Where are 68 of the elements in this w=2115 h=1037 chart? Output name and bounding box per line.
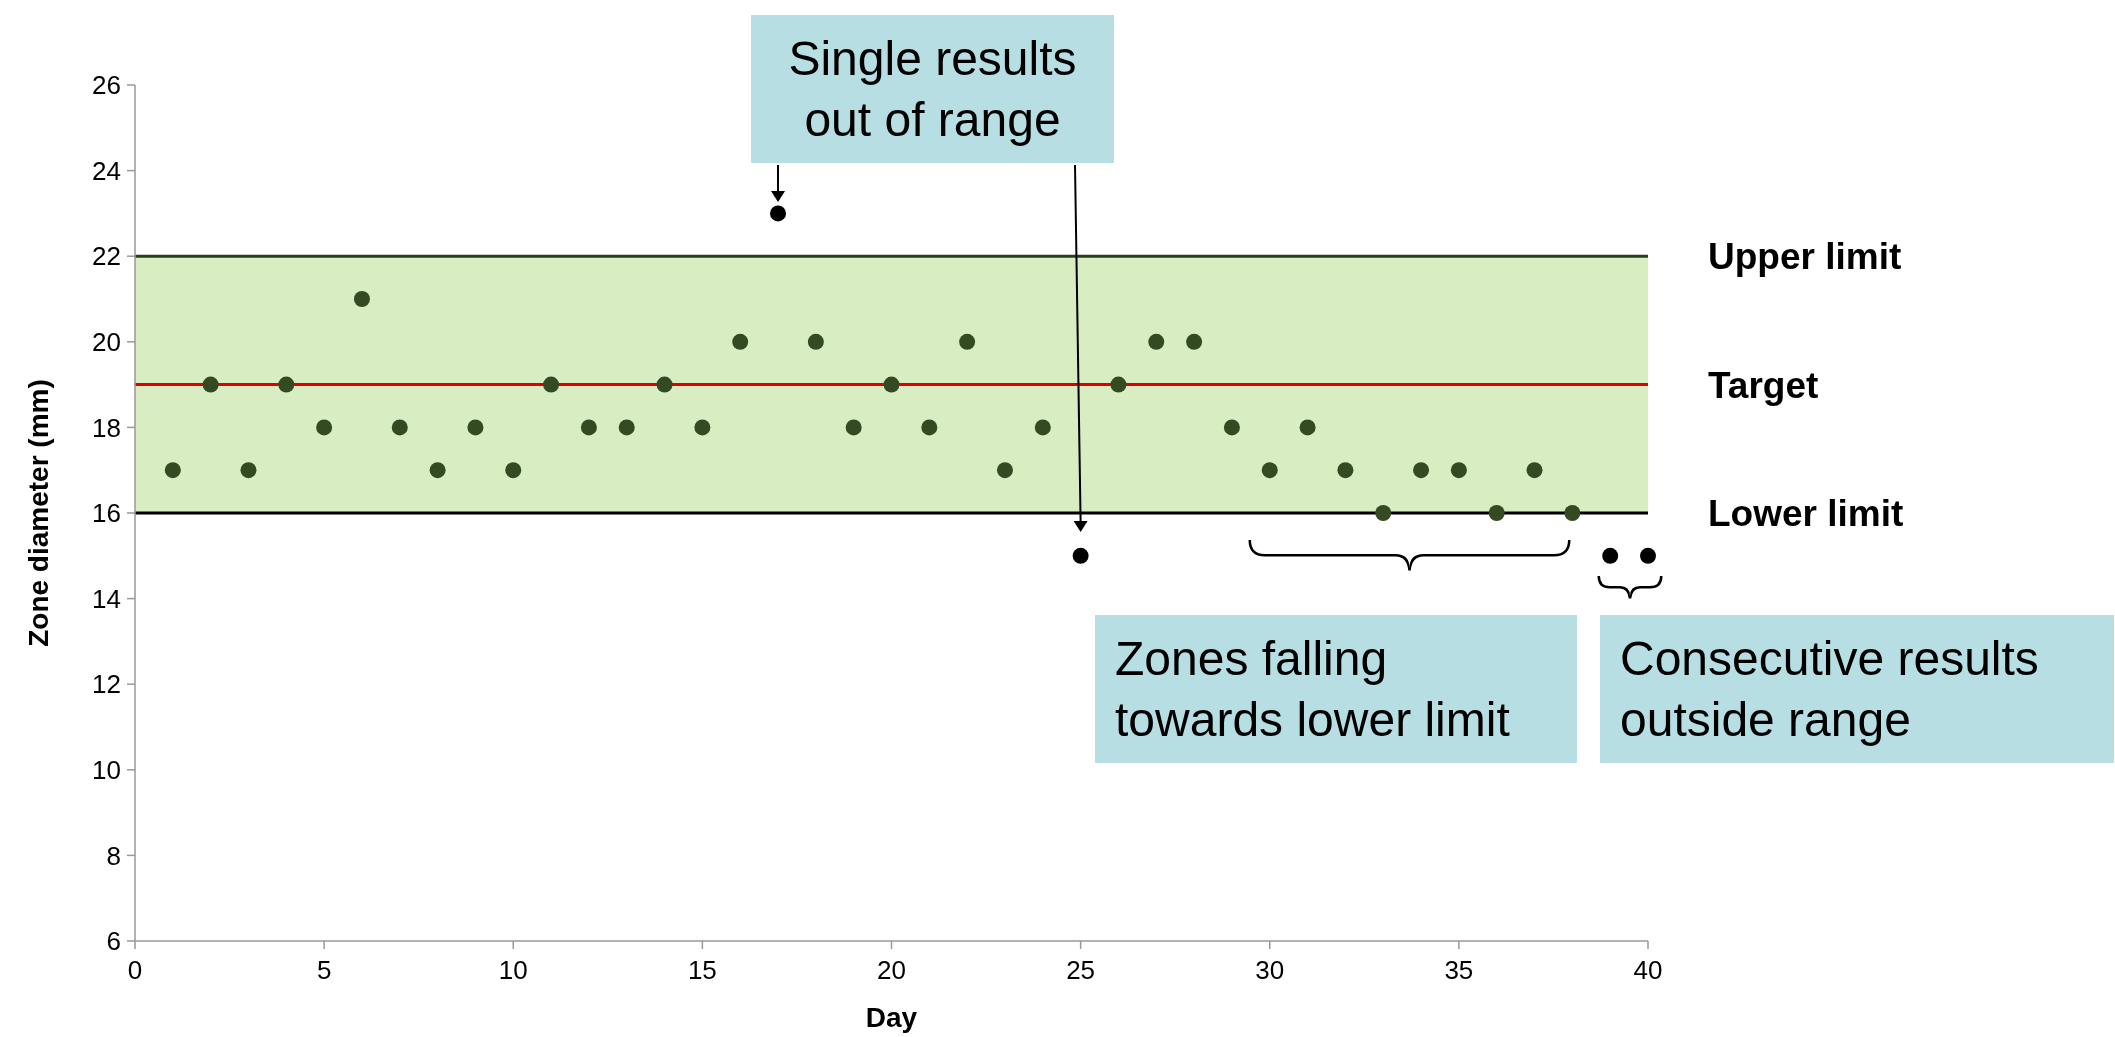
ref-line-label: Upper limit [1708,236,1902,278]
point [278,376,295,393]
point [883,376,900,393]
y-tick-label: 10 [92,754,121,785]
point [1261,462,1278,479]
point [202,376,219,393]
point [694,419,711,436]
point [505,462,522,479]
point [1640,547,1656,564]
x-tick-label: 25 [1066,955,1096,985]
y-axis-title: Zone diameter (mm) [23,379,54,647]
x-tick-label: 30 [1255,955,1285,985]
point [164,462,181,479]
point [1299,419,1316,436]
point [845,419,862,436]
point [391,419,408,436]
annotation: Single results out of range [788,32,1077,146]
point [996,462,1013,479]
y-tick-label: 18 [92,412,121,443]
point [807,333,824,350]
point [618,419,635,436]
point [467,419,484,436]
x-tick-label: 0 [127,955,143,985]
ref-line-label: Target [1708,364,1819,406]
point [1337,462,1354,479]
point [921,419,938,436]
point [543,376,560,393]
y-tick-label: 16 [92,498,121,529]
x-tick-label: 40 [1633,955,1663,985]
point [1223,419,1240,436]
point [1488,505,1505,521]
x-tick-label: 10 [498,955,528,985]
point [1413,462,1430,479]
x-tick-label: 20 [877,955,906,985]
point [1186,333,1203,350]
point [1375,505,1392,521]
y-tick-label: 8 [106,840,121,871]
annotation: Zones falling towards lower limit [1115,632,1510,746]
point [353,291,370,307]
y-tick-label: 26 [92,70,121,101]
point [580,419,597,436]
point [1526,462,1543,479]
point [1450,462,1467,479]
point [656,376,673,393]
y-tick-label: 14 [92,583,121,614]
point [959,333,976,350]
point [732,333,749,350]
x-tick-label: 5 [316,955,332,985]
point [429,462,446,479]
x-tick-label: 15 [687,955,717,985]
x-axis-title: Day [865,1002,918,1033]
y-tick-label: 24 [92,155,121,186]
y-tick-label: 12 [92,669,121,700]
point [316,419,333,436]
ref-line-label: Lower limit [1708,492,1904,534]
point [1148,333,1165,350]
y-tick-label: 22 [92,241,121,272]
y-tick-label: 6 [106,926,121,957]
x-tick-label: 35 [1444,955,1474,985]
point [240,462,257,479]
point [1602,547,1619,564]
annotation: Consecutive results outside range [1620,632,2039,746]
point [1110,376,1127,393]
y-tick-label: 20 [92,326,121,357]
point [1564,505,1581,521]
point [1072,547,1089,564]
point [770,205,787,222]
point [1034,419,1051,436]
